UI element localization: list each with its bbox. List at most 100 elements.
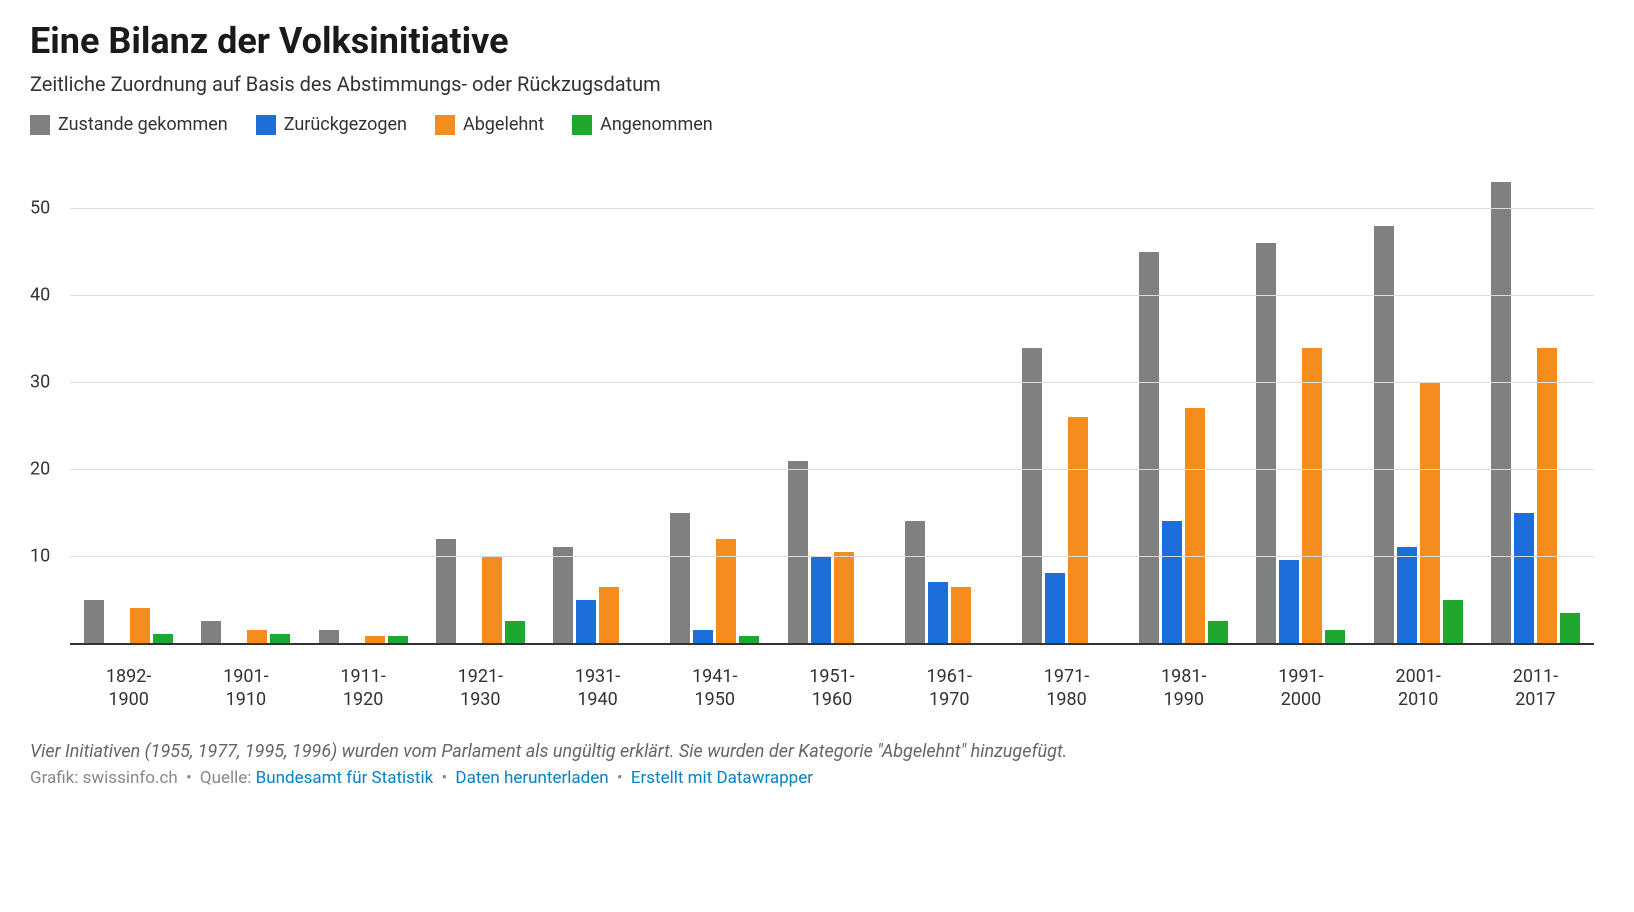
bar-zustande — [1022, 348, 1042, 643]
bar-zustande — [1491, 182, 1511, 643]
bar-zustande — [1374, 226, 1394, 643]
bar-zustande — [84, 600, 104, 643]
bar-group — [1008, 165, 1125, 643]
chart-subtitle: Zeitliche Zuordnung auf Basis des Abstim… — [30, 72, 1604, 96]
x-tick-label: 1981-1990 — [1125, 655, 1242, 725]
x-tick-label: 1941-1950 — [656, 655, 773, 725]
x-tick-label: 2011-2017 — [1477, 655, 1594, 725]
bar-zurueck — [1279, 560, 1299, 643]
bar-zurueck — [1514, 513, 1534, 643]
x-tick-label: 1921-1930 — [422, 655, 539, 725]
x-tick-label: 1961-1970 — [891, 655, 1008, 725]
legend-label: Zurückgezogen — [284, 114, 407, 135]
bar-abgelehnt — [951, 587, 971, 643]
bar-abgelehnt — [1302, 348, 1322, 643]
chart-footnote: Vier Initiativen (1955, 1977, 1995, 1996… — [30, 741, 1604, 762]
y-tick-label: 30 — [30, 372, 65, 393]
bar-angenom — [739, 636, 759, 643]
bar-zurueck — [693, 630, 713, 643]
bar-zurueck — [811, 556, 831, 643]
bar-group — [891, 165, 1008, 643]
bar-zustande — [1256, 243, 1276, 643]
bar-abgelehnt — [716, 539, 736, 643]
bar-angenom — [1443, 600, 1463, 643]
legend-item: Angenommen — [572, 114, 713, 135]
bar-abgelehnt — [365, 636, 385, 643]
credit-source-label: Quelle: — [200, 768, 251, 788]
legend-item: Zurückgezogen — [256, 114, 407, 135]
bar-angenom — [1325, 630, 1345, 643]
bar-group — [304, 165, 421, 643]
bar-zustande — [905, 521, 925, 643]
bar-group — [422, 165, 539, 643]
x-tick-label: 1991-2000 — [1242, 655, 1359, 725]
bar-angenom — [388, 636, 408, 643]
y-tick-label: 10 — [30, 546, 65, 567]
credit-link-source[interactable]: Bundesamt für Statistik — [256, 768, 434, 788]
bar-group — [1125, 165, 1242, 643]
x-tick-label: 2001-2010 — [1360, 655, 1477, 725]
bar-zustande — [1139, 252, 1159, 643]
bar-abgelehnt — [130, 608, 150, 643]
legend-swatch — [30, 115, 50, 135]
bar-group — [1477, 165, 1594, 643]
legend-label: Angenommen — [600, 114, 713, 135]
credit-link-datawrapper[interactable]: Erstellt mit Datawrapper — [631, 768, 813, 788]
bar-abgelehnt — [482, 556, 502, 643]
bar-group — [656, 165, 773, 643]
bar-group — [539, 165, 656, 643]
legend-label: Zustande gekommen — [58, 114, 228, 135]
gridline — [70, 469, 1594, 470]
bar-abgelehnt — [1420, 382, 1440, 643]
bar-groups — [70, 165, 1594, 643]
x-tick-label: 1951-1960 — [773, 655, 890, 725]
bar-angenom — [505, 621, 525, 643]
bar-zurueck — [1162, 521, 1182, 643]
credit-separator: • — [617, 768, 623, 788]
x-tick-label: 1971-1980 — [1008, 655, 1125, 725]
bar-zustande — [553, 547, 573, 643]
y-tick-label: 20 — [30, 459, 65, 480]
y-tick-label: 40 — [30, 285, 65, 306]
y-tick-label: 50 — [30, 198, 65, 219]
chart-area: 1020304050 1892-19001901-19101911-192019… — [30, 165, 1604, 725]
bar-angenom — [1208, 621, 1228, 643]
gridline — [70, 556, 1594, 557]
credit-separator: • — [186, 768, 192, 788]
bar-zustande — [201, 621, 221, 643]
bar-abgelehnt — [1068, 417, 1088, 643]
bar-zustande — [670, 513, 690, 643]
bar-zurueck — [1045, 573, 1065, 643]
legend: Zustande gekommen Zurückgezogen Abgelehnt A… — [30, 114, 1604, 135]
bar-zustande — [788, 461, 808, 644]
legend-item: Abgelehnt — [435, 114, 544, 135]
legend-label: Abgelehnt — [463, 114, 544, 135]
plot-area: 1020304050 — [70, 165, 1594, 645]
legend-swatch — [256, 115, 276, 135]
chart-title: Eine Bilanz der Volksinitiative — [30, 20, 1604, 62]
gridline — [70, 382, 1594, 383]
bar-group — [187, 165, 304, 643]
legend-swatch — [572, 115, 592, 135]
bar-abgelehnt — [834, 552, 854, 643]
bar-group — [1360, 165, 1477, 643]
gridline — [70, 208, 1594, 209]
bar-abgelehnt — [1185, 408, 1205, 643]
legend-item: Zustande gekommen — [30, 114, 228, 135]
chart-credits: Grafik: swissinfo.ch • Quelle: Bundesamt… — [30, 768, 1604, 788]
credit-separator: • — [441, 768, 447, 788]
gridline — [70, 295, 1594, 296]
bar-group — [1242, 165, 1359, 643]
bar-abgelehnt — [599, 587, 619, 643]
bar-abgelehnt — [1537, 348, 1557, 643]
bar-zustande — [319, 630, 339, 643]
bar-zurueck — [928, 582, 948, 643]
bar-zurueck — [576, 600, 596, 643]
x-tick-label: 1892-1900 — [70, 655, 187, 725]
credit-link-download[interactable]: Daten herunterladen — [455, 768, 608, 788]
x-tick-label: 1901-1910 — [187, 655, 304, 725]
bar-angenom — [1560, 613, 1580, 643]
x-tick-label: 1931-1940 — [539, 655, 656, 725]
bar-zurueck — [1397, 547, 1417, 643]
legend-swatch — [435, 115, 455, 135]
